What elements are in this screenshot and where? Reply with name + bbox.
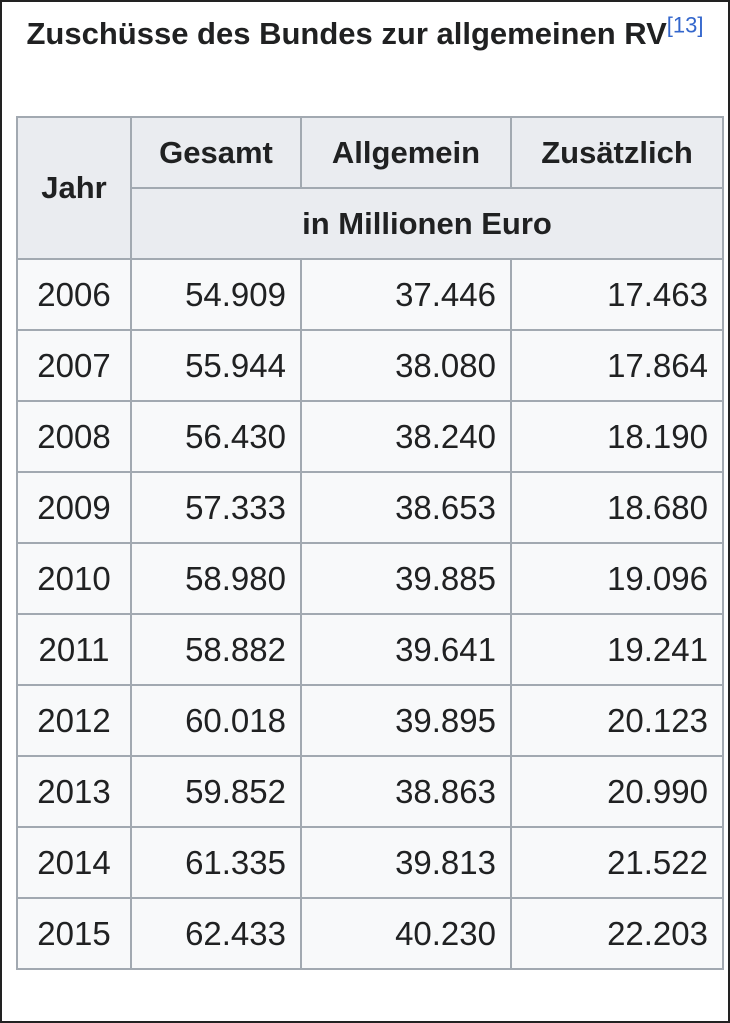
cell-additional: 18.190 (510, 400, 724, 473)
cell-total: 60.018 (130, 684, 302, 757)
cell-additional: 20.990 (510, 755, 724, 828)
cell-year: 2009 (16, 471, 132, 544)
cell-additional: 17.864 (510, 329, 724, 402)
cell-total: 57.333 (130, 471, 302, 544)
header-general: Allgemein (300, 116, 512, 189)
cell-total: 61.335 (130, 826, 302, 899)
header-year: Jahr (16, 116, 132, 260)
cell-general: 38.653 (300, 471, 512, 544)
header-total: Gesamt (130, 116, 302, 189)
cell-additional: 21.522 (510, 826, 724, 899)
cell-general: 39.641 (300, 613, 512, 686)
table-row: 2010 58.980 39.885 19.096 (16, 542, 724, 615)
cell-year: 2008 (16, 400, 132, 473)
header-unit: in Millionen Euro (130, 187, 724, 260)
table-row: 2009 57.333 38.653 18.680 (16, 471, 724, 544)
reference-link[interactable]: [13] (666, 12, 704, 38)
cell-total: 59.852 (130, 755, 302, 828)
cell-general: 37.446 (300, 258, 512, 331)
cell-general: 38.080 (300, 329, 512, 402)
table-row: 2014 61.335 39.813 21.522 (16, 826, 724, 899)
cell-total: 56.430 (130, 400, 302, 473)
caption-title: Zuschüsse des Bundes zur allgemeinen RV (26, 16, 667, 51)
cell-total: 55.944 (130, 329, 302, 402)
header-row: Jahr Gesamt Allgemein Zusätzlich (16, 116, 724, 260)
cell-additional: 17.463 (510, 258, 724, 331)
cell-additional: 19.096 (510, 542, 724, 615)
table-row: 2008 56.430 38.240 18.190 (16, 400, 724, 473)
table-row: 2012 60.018 39.895 20.123 (16, 684, 724, 757)
unit-row: in Millionen Euro (17, 187, 724, 260)
cell-total: 54.909 (130, 258, 302, 331)
table-row: 2011 58.882 39.641 19.241 (16, 613, 724, 686)
cell-general: 39.895 (300, 684, 512, 757)
cell-year: 2010 (16, 542, 132, 615)
cell-year: 2013 (16, 755, 132, 828)
cell-additional: 20.123 (510, 684, 724, 757)
table-row: 2015 62.433 40.230 22.203 (16, 897, 724, 970)
cell-general: 38.240 (300, 400, 512, 473)
cell-year: 2015 (16, 897, 132, 970)
cell-year: 2006 (16, 258, 132, 331)
cell-year: 2011 (16, 613, 132, 686)
cell-year: 2014 (16, 826, 132, 899)
cell-total: 58.980 (130, 542, 302, 615)
cell-year: 2012 (16, 684, 132, 757)
cell-year: 2007 (16, 329, 132, 402)
cell-general: 39.813 (300, 826, 512, 899)
cell-total: 62.433 (130, 897, 302, 970)
table-row: 2006 54.909 37.446 17.463 (16, 258, 724, 331)
cell-additional: 19.241 (510, 613, 724, 686)
table-caption: Zuschüsse des Bundes zur allgemeinen RV[… (2, 6, 728, 62)
cell-general: 40.230 (300, 897, 512, 970)
data-table: Jahr Gesamt Allgemein Zusätzlich in Mill… (16, 116, 724, 970)
cell-additional: 22.203 (510, 897, 724, 970)
cell-additional: 18.680 (510, 471, 724, 544)
cell-total: 58.882 (130, 613, 302, 686)
header-additional: Zusätzlich (510, 116, 724, 189)
table-row: 2013 59.852 38.863 20.990 (16, 755, 724, 828)
table-row: 2007 55.944 38.080 17.864 (16, 329, 724, 402)
cell-general: 38.863 (300, 755, 512, 828)
cell-general: 39.885 (300, 542, 512, 615)
